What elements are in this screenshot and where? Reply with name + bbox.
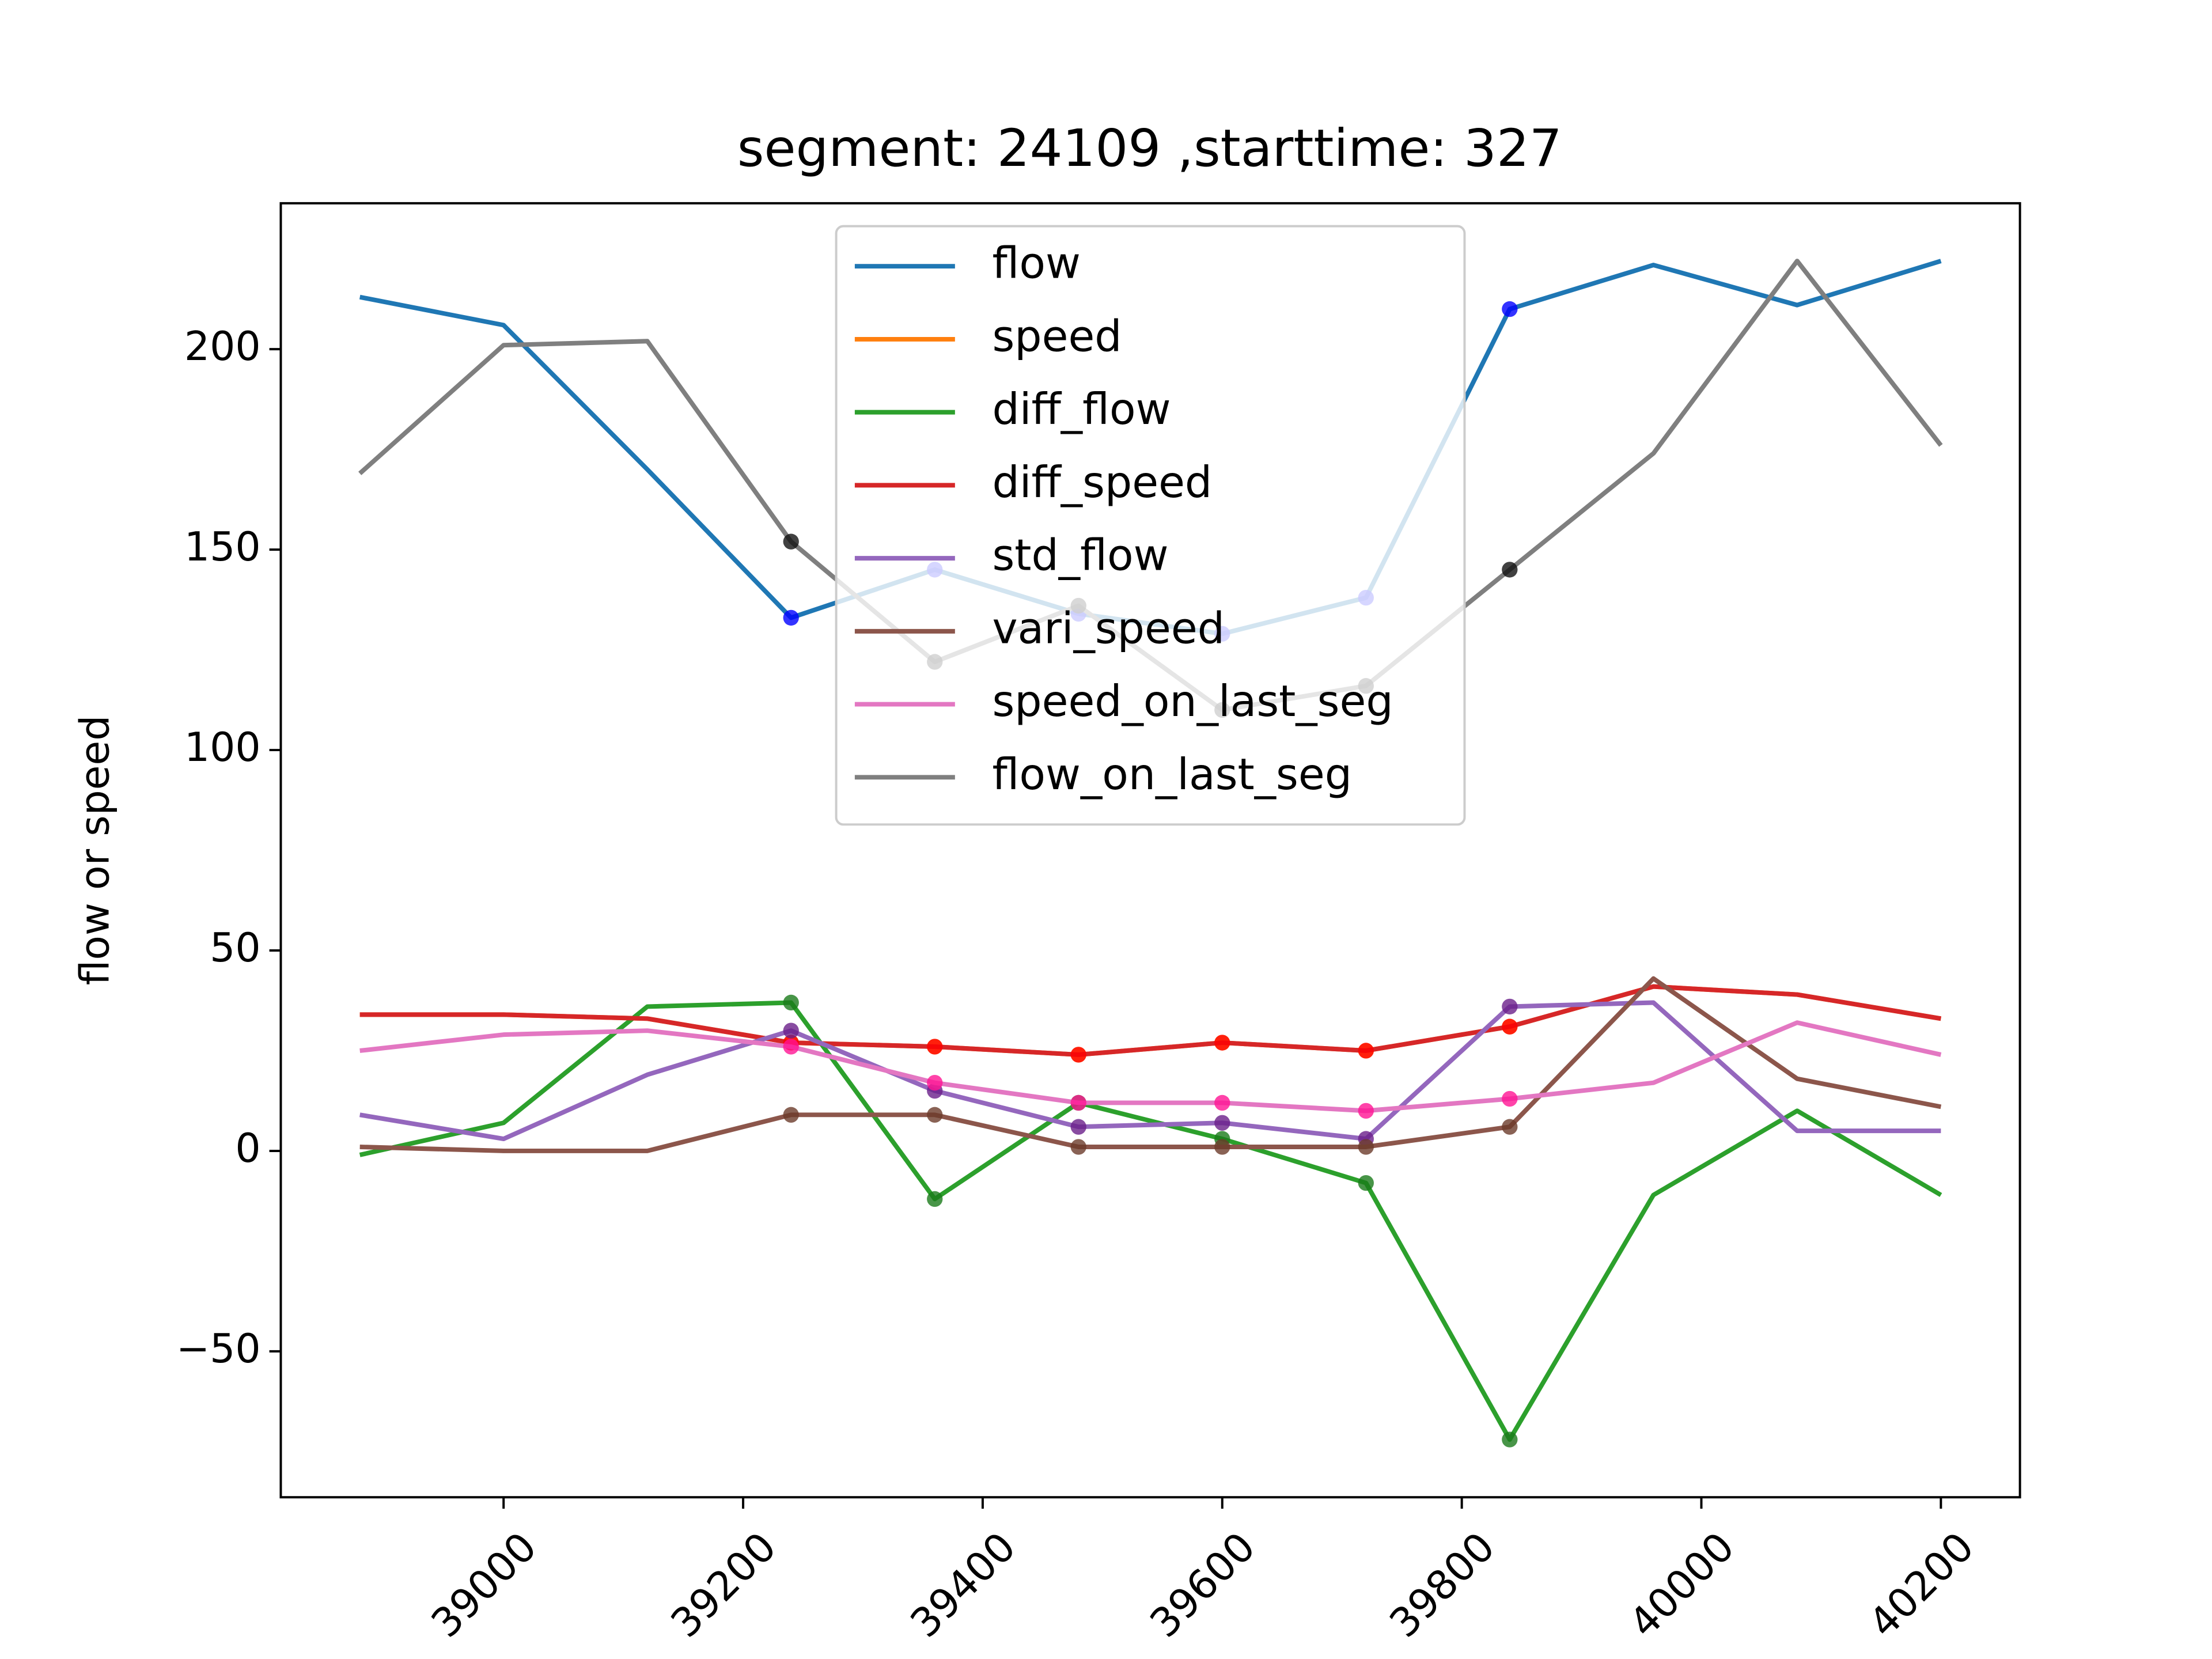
legend-label: vari_speed: [992, 603, 1225, 653]
series-marker: [783, 994, 799, 1011]
series-marker: [1214, 1035, 1230, 1051]
series-marker: [1502, 1090, 1518, 1107]
legend: flow speed diff_flow diff_speed std_flowvari…: [835, 225, 1466, 826]
series-marker: [1214, 1094, 1230, 1111]
series-marker: [1070, 1119, 1086, 1135]
series-marker: [1214, 1115, 1230, 1131]
legend-label: speed_on_last_seg: [992, 676, 1393, 726]
y-tick-label: 50: [210, 925, 261, 971]
series-marker: [1358, 1175, 1374, 1191]
series-marker: [783, 1039, 799, 1055]
legend-label: flow_on_last_seg: [992, 749, 1352, 800]
series-marker: [1502, 301, 1518, 317]
series-line: [359, 1020, 1942, 1113]
series-marker: [1070, 1047, 1086, 1063]
y-tick-label: 100: [184, 724, 261, 771]
series-marker: [927, 1074, 943, 1091]
legend-label: diff_speed: [992, 457, 1212, 507]
series-marker: [1502, 562, 1518, 578]
series-marker: [1502, 1431, 1518, 1448]
y-tick-label: −50: [176, 1325, 261, 1372]
series-marker: [1070, 1139, 1086, 1155]
y-tick-label: 0: [235, 1125, 260, 1172]
y-tick-label: 200: [184, 323, 261, 370]
series-marker: [1070, 1094, 1086, 1111]
series-marker: [1358, 1103, 1374, 1119]
y-axis-label: flow or speed: [71, 715, 118, 986]
y-tick-label: 150: [184, 524, 261, 570]
legend-label: diff_flow: [992, 384, 1171, 434]
series-line: [359, 1000, 1942, 1442]
series-line: [359, 976, 1942, 1153]
series-marker: [1214, 1139, 1230, 1155]
series-marker: [1358, 1043, 1374, 1059]
series-marker: [1502, 1119, 1518, 1135]
series-marker: [927, 1039, 943, 1055]
series-marker: [783, 1107, 799, 1123]
series-line: [359, 1000, 1941, 1142]
series-marker: [927, 1191, 943, 1207]
series-line: [359, 984, 1942, 1057]
legend-label: flow: [992, 238, 1081, 289]
series-marker: [783, 609, 799, 626]
series-marker: [1502, 1018, 1518, 1035]
legend-label: speed: [992, 311, 1122, 361]
axes-frame: [279, 202, 2021, 1499]
legend-box: [835, 225, 1466, 826]
series-marker: [783, 533, 799, 550]
legend-label: std_flow: [992, 531, 1168, 581]
chart-title: segment: 24109 ,starttime: 327: [737, 119, 1562, 179]
series-marker: [1358, 1139, 1374, 1155]
series-marker: [1502, 998, 1518, 1015]
series-marker: [927, 1107, 943, 1123]
series-marker: [783, 1022, 799, 1039]
